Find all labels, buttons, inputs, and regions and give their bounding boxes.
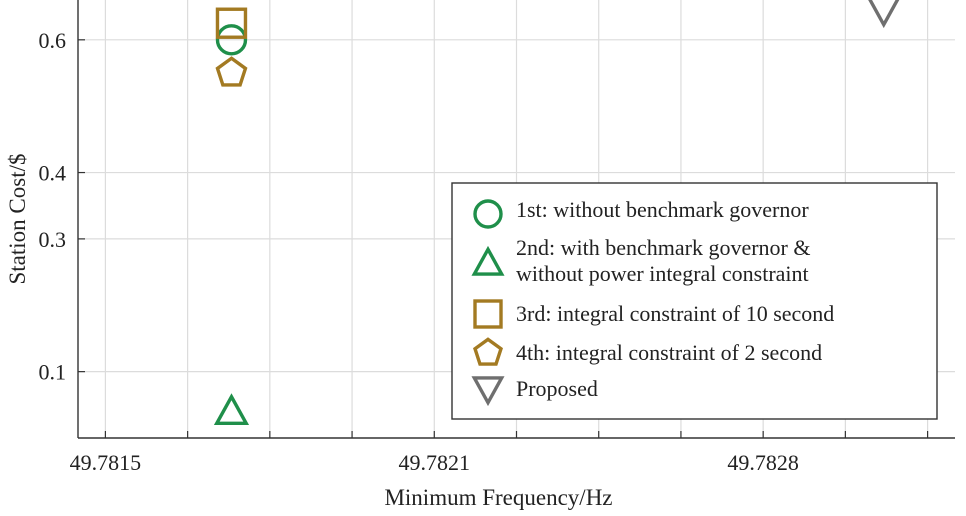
x-tick-label: 49.7821 — [399, 450, 471, 475]
x-axis-label: Minimum Frequency/Hz — [384, 485, 612, 510]
legend-marker-1 — [473, 199, 503, 229]
legend-label-1: 1st: without benchmark governor — [516, 197, 809, 222]
legend-label-2: 2nd: with benchmark governor & — [516, 235, 811, 260]
y-tick-label: 0.4 — [39, 161, 67, 186]
data-point-series-2 — [213, 393, 250, 426]
data-point-series-5 — [868, 0, 900, 29]
data-point-series-4 — [215, 56, 248, 87]
legend-marker-4 — [473, 337, 503, 366]
data-point-series-1 — [215, 24, 248, 56]
y-axis-label: Station Cost/$ — [5, 154, 30, 285]
data-point-series-3 — [215, 7, 248, 39]
legend-marker-5 — [471, 376, 505, 407]
legend-label-2: without power integral constraint — [516, 261, 809, 286]
y-tick-label: 0.1 — [39, 360, 67, 385]
legend-label-4: 4th: integral constraint of 2 second — [516, 340, 822, 365]
x-tick-label: 49.7828 — [727, 450, 799, 475]
y-tick-label: 0.3 — [39, 227, 67, 252]
legend-label-5: Proposed — [516, 376, 598, 401]
legend-marker-3 — [473, 299, 503, 329]
legend-marker-2 — [471, 245, 505, 276]
legend-label-3: 3rd: integral constraint of 10 second — [516, 301, 834, 326]
x-tick-label: 49.7815 — [70, 450, 142, 475]
y-tick-label: 0.6 — [39, 28, 67, 53]
legend-box — [451, 182, 938, 420]
